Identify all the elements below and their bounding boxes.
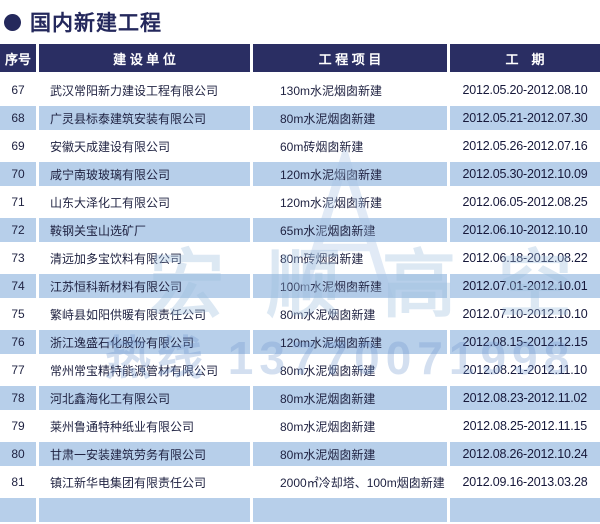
project-period: 2012.05.20-2012.08.10 — [462, 83, 588, 97]
row-number: 69 — [11, 139, 25, 153]
project-name: 130m水泥烟囱新建 — [280, 83, 383, 98]
project-name: 80m水泥烟囱新建 — [253, 104, 447, 132]
row-number: 74 — [0, 272, 36, 300]
row-number: 80 — [0, 440, 36, 468]
table-row: 70 咸宁南玻玻璃有限公司 120m水泥烟囱新建 2012.05.30-2012… — [0, 160, 600, 188]
project-period — [450, 496, 600, 524]
company-name: 镇江新华电集团有限责任公司 — [50, 475, 207, 490]
project-name: 120m水泥烟囱新建 — [253, 328, 447, 356]
row-number: 67 — [11, 83, 25, 97]
table-row: 69 安徽天成建设有限公司 60m砖烟囱新建 2012.05.26-2012.0… — [0, 132, 600, 160]
table-row: 72 鞍钢关宝山选矿厂 65m水泥烟囱新建 2012.06.10-2012.10… — [0, 216, 600, 244]
project-name: 80m水泥烟囱新建 — [253, 440, 447, 468]
company-name: 清远加多宝饮料有限公司 — [50, 251, 183, 266]
project-name: 120m水泥烟囱新建 — [280, 195, 383, 210]
project-period: 2012.05.26-2012.07.16 — [462, 139, 588, 153]
table-row: 77 常州常宝精特能源管材有限公司 80m水泥烟囱新建 2012.08.21-2… — [0, 356, 600, 384]
project-period: 2012.08.21-2012.11.10 — [462, 363, 588, 377]
table-row: 71 山东大泽化工有限公司 120m水泥烟囱新建 2012.06.05-2012… — [0, 188, 600, 216]
table-row — [0, 496, 600, 524]
project-period: 2012.06.10-2012.10.10 — [450, 216, 600, 244]
project-period: 2012.08.15-2012.12.15 — [450, 328, 600, 356]
row-number: 71 — [11, 195, 25, 209]
row-number: 70 — [0, 160, 36, 188]
project-name — [253, 496, 447, 524]
row-number — [0, 496, 36, 524]
table-row: 74 江苏恒科新材料有限公司 100m水泥烟囱新建 2012.07.01-201… — [0, 272, 600, 300]
page-title: 国内新建工程 — [30, 12, 162, 35]
company-name — [39, 496, 250, 524]
project-name: 80m水泥烟囱新建 — [280, 307, 376, 322]
company-name: 武汉常阳新力建设工程有限公司 — [50, 83, 219, 98]
row-number: 75 — [11, 307, 25, 321]
header-company: 建 设 单 位 — [39, 44, 250, 72]
section-title-bar: 国内新建工程 — [0, 0, 600, 44]
company-name: 河北鑫海化工有限公司 — [39, 384, 250, 412]
table-row: 75 繁峙县如阳供暖有限责任公司 80m水泥烟囱新建 2012.07.10-20… — [0, 300, 600, 328]
row-number: 68 — [0, 104, 36, 132]
table-header-row: 序号 建 设 单 位 工 程 项 目 工 期 — [0, 44, 600, 72]
project-period: 2012.06.05-2012.08.25 — [462, 195, 588, 209]
project-period: 2012.05.30-2012.10.09 — [450, 160, 600, 188]
table-body: 67 武汉常阳新力建设工程有限公司 130m水泥烟囱新建 2012.05.20-… — [0, 76, 600, 524]
project-period: 2012.06.18-2012.08.22 — [462, 251, 588, 265]
project-period: 2012.07.01-2012.10.01 — [450, 272, 600, 300]
header-seq: 序号 — [0, 44, 36, 72]
project-name: 80m水泥烟囱新建 — [253, 384, 447, 412]
project-name: 60m砖烟囱新建 — [280, 139, 364, 154]
project-name: 100m水泥烟囱新建 — [253, 272, 447, 300]
table-row: 78 河北鑫海化工有限公司 80m水泥烟囱新建 2012.08.23-2012.… — [0, 384, 600, 412]
table-row: 81 镇江新华电集团有限责任公司 2000㎡冷却塔、100m烟囱新建 2012.… — [0, 468, 600, 496]
company-name: 浙江逸盛石化股份有限公司 — [39, 328, 250, 356]
project-name: 120m水泥烟囱新建 — [253, 160, 447, 188]
company-name: 莱州鲁通特种纸业有限公司 — [50, 419, 195, 434]
table-row: 79 莱州鲁通特种纸业有限公司 80m水泥烟囱新建 2012.08.25-201… — [0, 412, 600, 440]
table-row: 68 广灵县标泰建筑安装有限公司 80m水泥烟囱新建 2012.05.21-20… — [0, 104, 600, 132]
project-name: 80m水泥烟囱新建 — [280, 363, 376, 378]
header-period: 工 期 — [450, 44, 600, 72]
company-name: 江苏恒科新材料有限公司 — [39, 272, 250, 300]
project-period: 2012.09.16-2013.03.28 — [462, 475, 588, 489]
row-number: 73 — [11, 251, 25, 265]
row-number: 72 — [0, 216, 36, 244]
project-name: 2000㎡冷却塔、100m烟囱新建 — [280, 475, 445, 490]
project-period: 2012.08.23-2012.11.02 — [450, 384, 600, 412]
project-period: 2012.07.10-2012.10.10 — [462, 307, 588, 321]
row-number: 78 — [0, 384, 36, 412]
project-name: 65m水泥烟囱新建 — [253, 216, 447, 244]
company-name: 鞍钢关宝山选矿厂 — [39, 216, 250, 244]
company-name: 甘肃一安装建筑劳务有限公司 — [39, 440, 250, 468]
table-row: 80 甘肃一安装建筑劳务有限公司 80m水泥烟囱新建 2012.08.26-20… — [0, 440, 600, 468]
table-row: 73 清远加多宝饮料有限公司 80m砖烟囱新建 2012.06.18-2012.… — [0, 244, 600, 272]
bullet-icon — [4, 13, 21, 31]
project-period: 2012.05.21-2012.07.30 — [450, 104, 600, 132]
company-name: 安徽天成建设有限公司 — [50, 139, 171, 154]
row-number: 79 — [11, 419, 25, 433]
row-number: 81 — [11, 475, 25, 489]
company-name: 咸宁南玻玻璃有限公司 — [39, 160, 250, 188]
header-project: 工 程 项 目 — [253, 44, 447, 72]
company-name: 广灵县标泰建筑安装有限公司 — [39, 104, 250, 132]
row-number: 76 — [0, 328, 36, 356]
row-number: 77 — [11, 363, 25, 377]
company-name: 繁峙县如阳供暖有限责任公司 — [50, 307, 207, 322]
project-name: 80m水泥烟囱新建 — [280, 419, 376, 434]
table-row: 76 浙江逸盛石化股份有限公司 120m水泥烟囱新建 2012.08.15-20… — [0, 328, 600, 356]
project-name: 80m砖烟囱新建 — [280, 251, 364, 266]
company-name: 常州常宝精特能源管材有限公司 — [50, 363, 219, 378]
project-period: 2012.08.25-2012.11.15 — [462, 419, 588, 433]
company-name: 山东大泽化工有限公司 — [50, 195, 171, 210]
table-row: 67 武汉常阳新力建设工程有限公司 130m水泥烟囱新建 2012.05.20-… — [0, 76, 600, 104]
project-period: 2012.08.26-2012.10.24 — [450, 440, 600, 468]
